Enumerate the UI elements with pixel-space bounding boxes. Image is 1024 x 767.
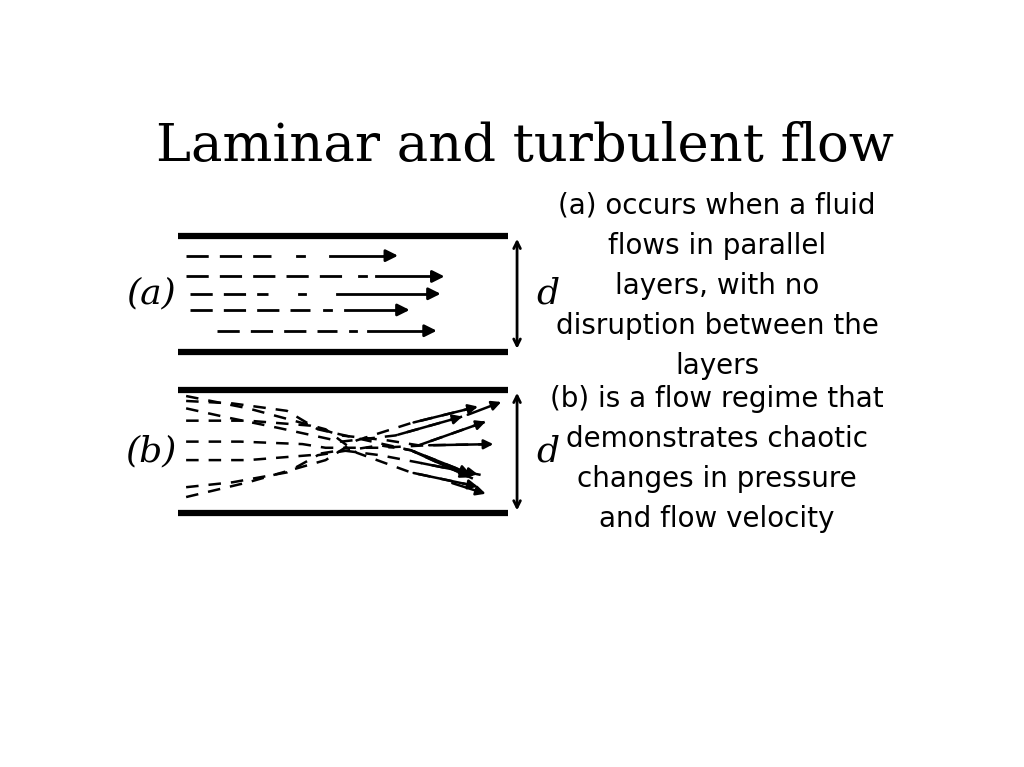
Text: d: d xyxy=(537,435,559,469)
Text: (a): (a) xyxy=(126,277,176,311)
Text: Laminar and turbulent flow: Laminar and turbulent flow xyxy=(156,120,894,172)
Text: (b) is a flow regime that
demonstrates chaotic
changes in pressure
and flow velo: (b) is a flow regime that demonstrates c… xyxy=(550,385,884,534)
Text: (a) occurs when a fluid
flows in parallel
layers, with no
disruption between the: (a) occurs when a fluid flows in paralle… xyxy=(556,192,879,380)
Text: (b): (b) xyxy=(126,435,177,469)
Text: d: d xyxy=(537,277,559,311)
